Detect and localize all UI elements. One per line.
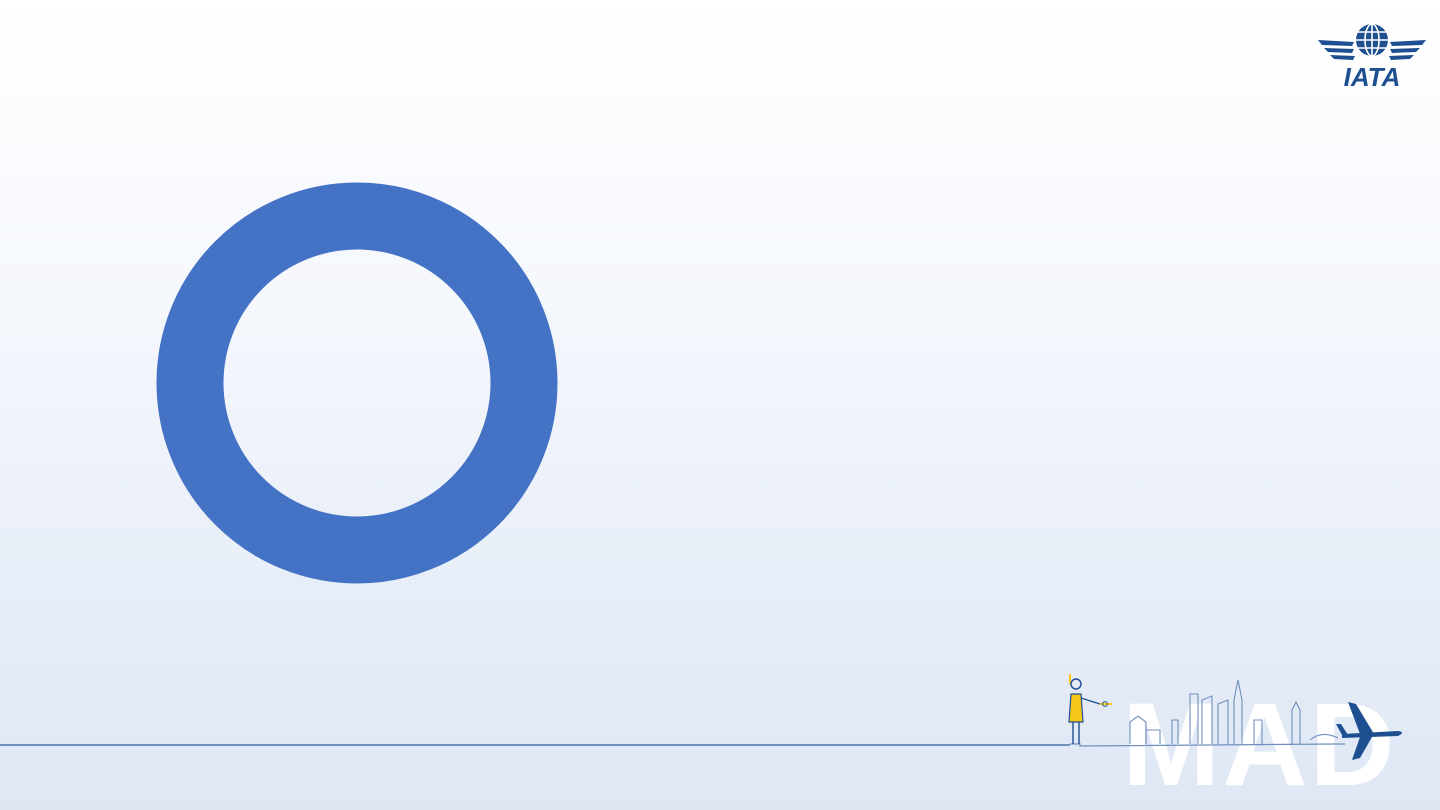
airplane-icon [1336,702,1402,760]
marshaller-icon [1068,674,1112,744]
logo-text: IATA [1344,62,1401,90]
wing-left-icon [1318,40,1355,60]
footer-line [0,744,1070,746]
iata-logo: IATA [1318,23,1426,90]
buildings-outline [1129,679,1301,744]
donut-ring [156,182,558,584]
globe-icon [1356,23,1388,57]
wing-right-icon [1389,40,1426,60]
madrid-skyline: MAD [1068,674,1402,810]
